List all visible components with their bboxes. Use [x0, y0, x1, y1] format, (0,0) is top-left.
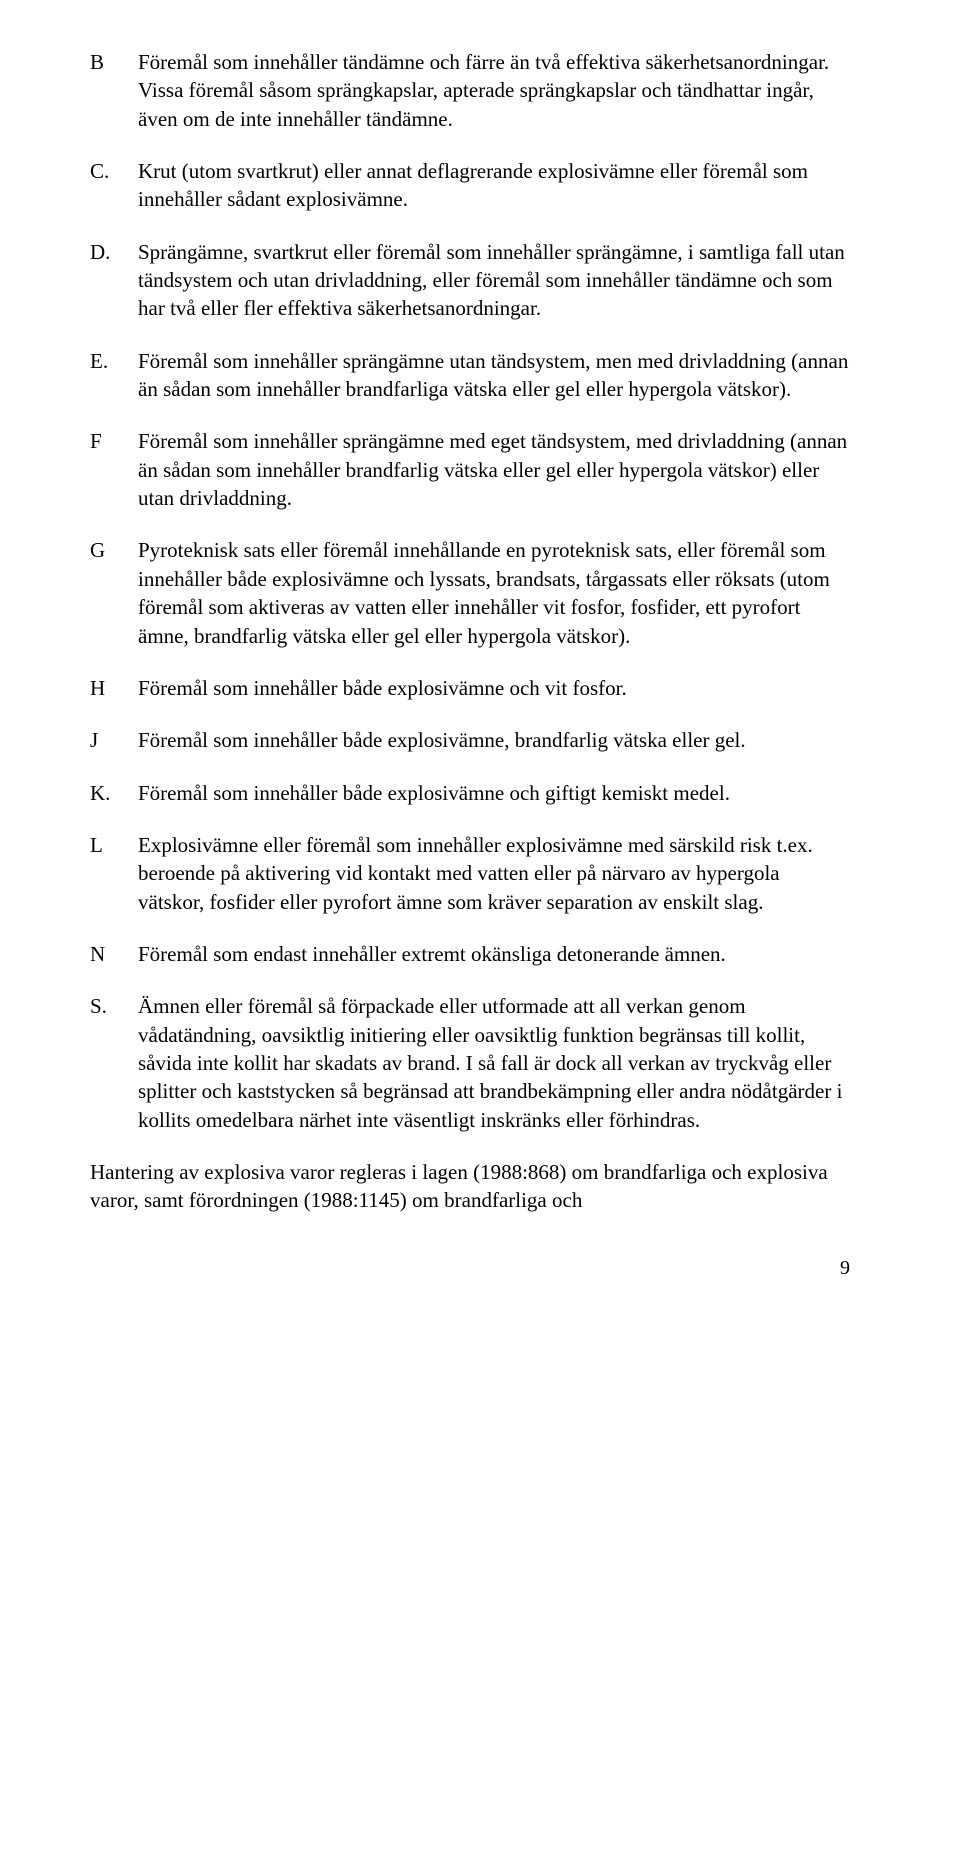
item-letter: B — [90, 48, 138, 133]
item-text: Explosivämne eller föremål som innehålle… — [138, 831, 850, 916]
item-letter: E. — [90, 347, 138, 404]
item-letter: J — [90, 726, 138, 754]
item-text: Föremål som innehåller sprängämne med eg… — [138, 427, 850, 512]
list-item: E.Föremål som innehåller sprängämne utan… — [90, 347, 850, 404]
item-letter: D. — [90, 238, 138, 323]
list-item: LExplosivämne eller föremål som innehåll… — [90, 831, 850, 916]
list-item: HFöremål som innehåller både explosivämn… — [90, 674, 850, 702]
item-text: Sprängämne, svartkrut eller föremål som … — [138, 238, 850, 323]
item-text: Föremål som innehåller sprängämne utan t… — [138, 347, 850, 404]
item-letter: K. — [90, 779, 138, 807]
item-text: Föremål som innehåller både explosivämne… — [138, 779, 850, 807]
item-text: Ämnen eller föremål så förpackade eller … — [138, 992, 850, 1134]
item-text: Pyroteknisk sats eller föremål innehålla… — [138, 536, 850, 649]
item-text: Föremål som innehåller både explosivämne… — [138, 726, 850, 754]
item-text: Föremål som endast innehåller extremt ok… — [138, 940, 850, 968]
list-item: GPyroteknisk sats eller föremål innehåll… — [90, 536, 850, 649]
list-item: K.Föremål som innehåller både explosiväm… — [90, 779, 850, 807]
page-number: 9 — [90, 1255, 850, 1282]
list-item: BFöremål som innehåller tändämne och fär… — [90, 48, 850, 133]
list-item: C.Krut (utom svartkrut) eller annat defl… — [90, 157, 850, 214]
item-letter: S. — [90, 992, 138, 1134]
list-item: S.Ämnen eller föremål så förpackade elle… — [90, 992, 850, 1134]
document-page: BFöremål som innehåller tändämne och fär… — [0, 0, 960, 1330]
item-text: Föremål som innehåller både explosivämne… — [138, 674, 850, 702]
list-item: JFöremål som innehåller både explosivämn… — [90, 726, 850, 754]
item-letter: G — [90, 536, 138, 649]
item-letter: C. — [90, 157, 138, 214]
definition-list: BFöremål som innehåller tändämne och fär… — [90, 48, 850, 1134]
item-letter: N — [90, 940, 138, 968]
item-letter: H — [90, 674, 138, 702]
closing-paragraph: Hantering av explosiva varor regleras i … — [90, 1158, 850, 1215]
item-letter: L — [90, 831, 138, 916]
list-item: FFöremål som innehåller sprängämne med e… — [90, 427, 850, 512]
list-item: NFöremål som endast innehåller extremt o… — [90, 940, 850, 968]
item-letter: F — [90, 427, 138, 512]
item-text: Krut (utom svartkrut) eller annat deflag… — [138, 157, 850, 214]
item-text: Föremål som innehåller tändämne och färr… — [138, 48, 850, 133]
list-item: D.Sprängämne, svartkrut eller föremål so… — [90, 238, 850, 323]
